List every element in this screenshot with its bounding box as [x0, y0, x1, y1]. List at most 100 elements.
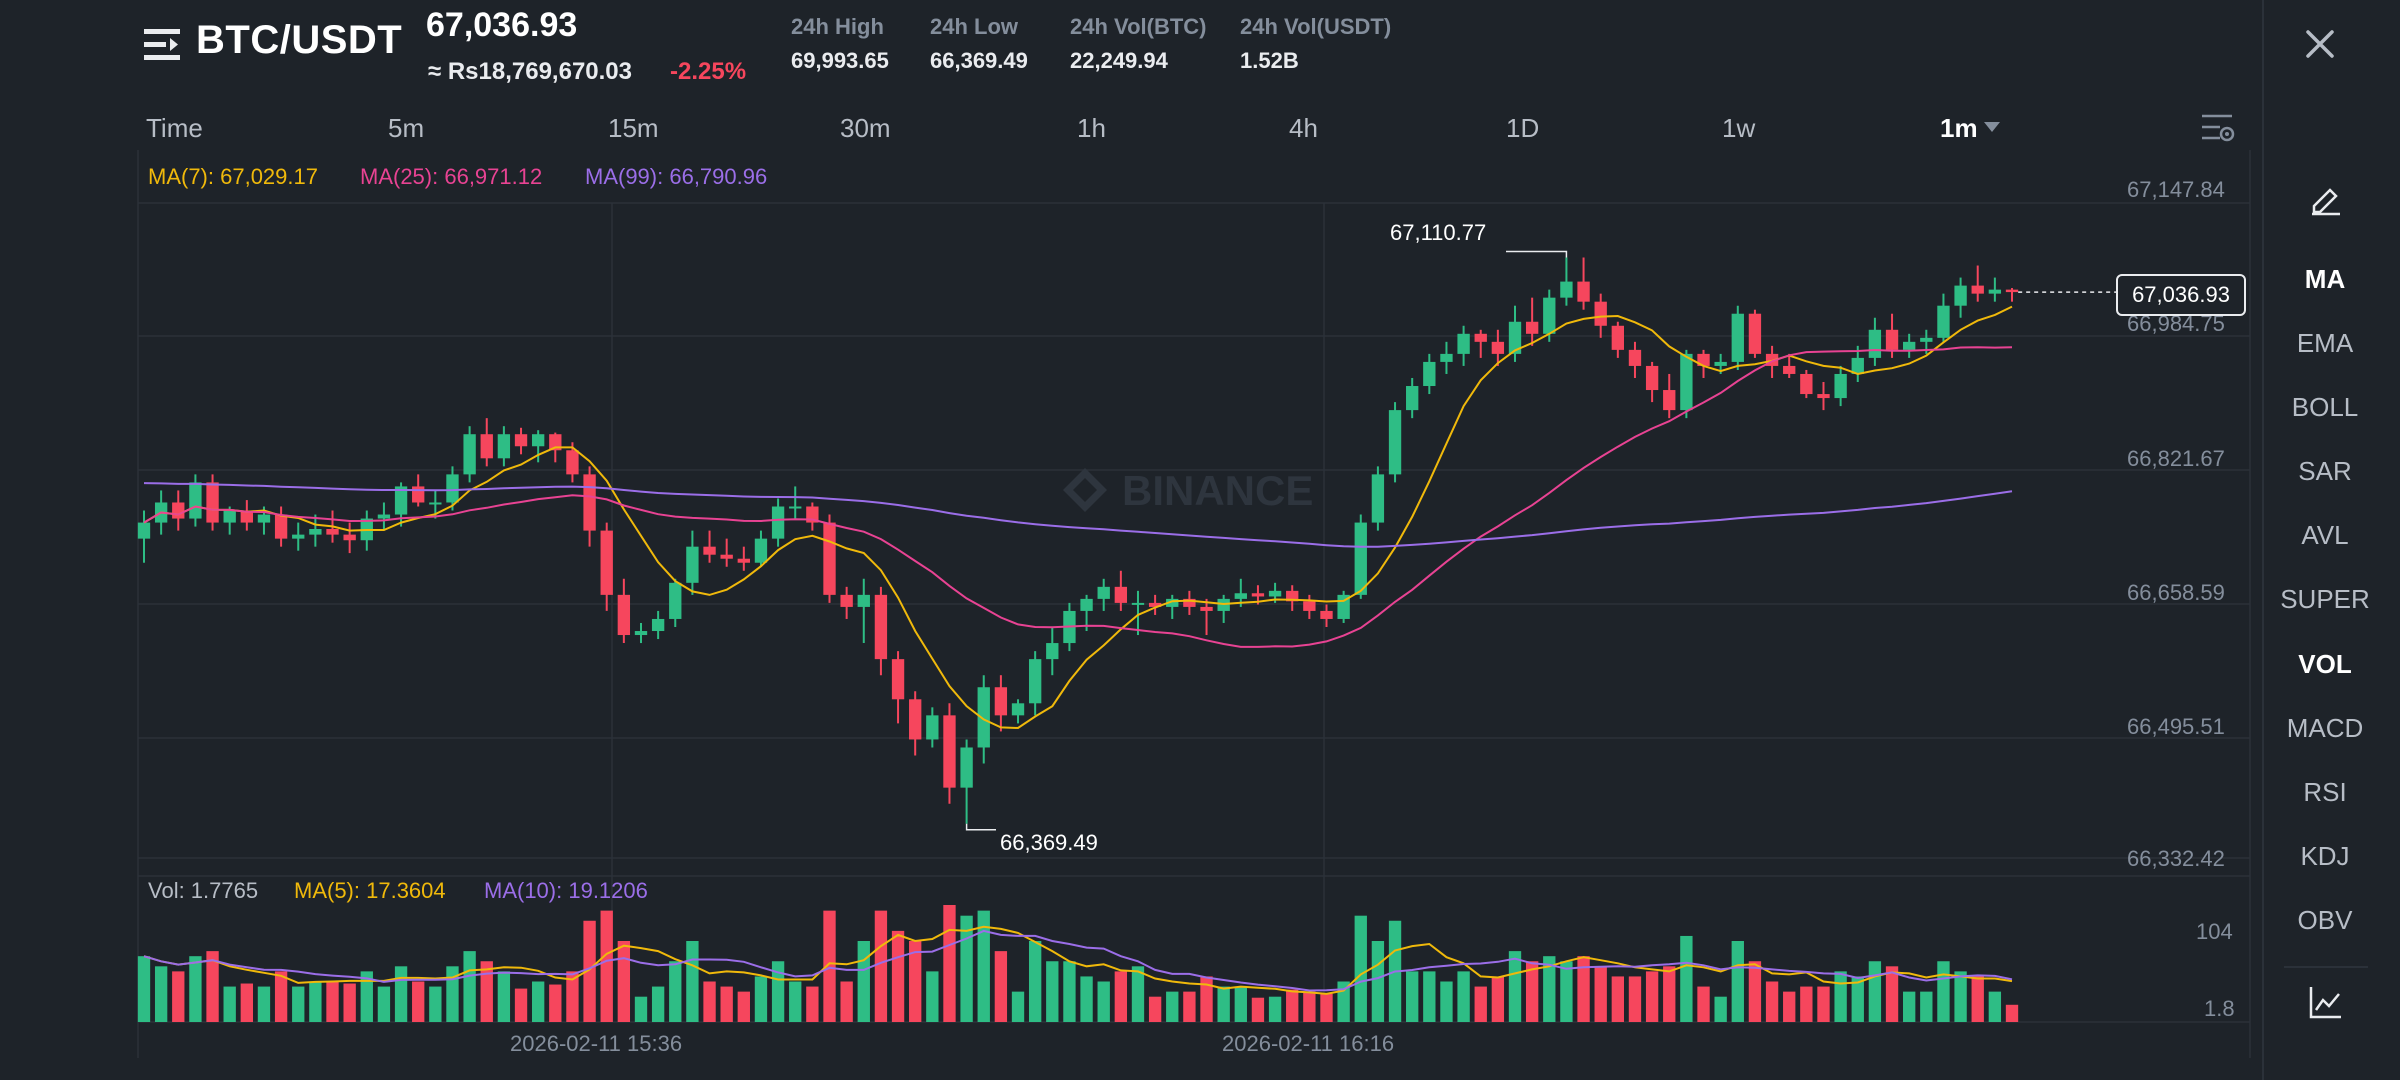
volume-bar: [1543, 956, 1556, 1022]
candle: [189, 482, 202, 519]
chart-type-icon[interactable]: [2308, 984, 2344, 1020]
candle: [326, 528, 339, 535]
stat-24h-high-label: 24h High: [791, 14, 884, 39]
volume-bar: [720, 986, 733, 1022]
volume-bar: [669, 961, 682, 1022]
volume-bar: [274, 971, 288, 1022]
volume-bar: [806, 986, 819, 1022]
candle: [1200, 606, 1213, 611]
time-axis-label: 2026-02-11 16:16: [1222, 1031, 1395, 1056]
close-icon[interactable]: [2300, 24, 2340, 64]
indicator-boll[interactable]: BOLL: [2291, 392, 2359, 422]
volume-bar: [1697, 986, 1710, 1022]
indicator-avl[interactable]: AVL: [2301, 520, 2349, 550]
volume-bar: [771, 961, 785, 1022]
draw-pen-icon[interactable]: [2308, 180, 2344, 216]
price-change: -2.25%: [670, 58, 747, 85]
chart-settings-icon[interactable]: [2200, 110, 2236, 146]
candle: [686, 546, 699, 583]
candle: [960, 747, 973, 788]
timeframe-1d[interactable]: 1D: [1506, 113, 1540, 143]
indicator-ma[interactable]: MA: [2304, 264, 2346, 294]
menu-icon[interactable]: [144, 26, 182, 64]
volume-bar: [1680, 935, 1693, 1022]
candle: [909, 699, 922, 740]
timeframe-30m[interactable]: 30m: [840, 113, 891, 143]
indicator-vol[interactable]: VOL: [2298, 649, 2352, 679]
candle: [1080, 598, 1093, 611]
volume-bar: [1114, 971, 1128, 1022]
candle: [1440, 353, 1453, 362]
timeframe-1w[interactable]: 1w: [1722, 113, 1756, 143]
indicator-rsi[interactable]: RSI: [2303, 777, 2347, 807]
candle: [977, 687, 990, 748]
candle: [497, 434, 511, 459]
candle: [1577, 281, 1590, 302]
indicator-ema[interactable]: EMA: [2296, 328, 2354, 358]
timeframe-1m[interactable]: 1m: [1940, 113, 1978, 143]
candle: [754, 538, 768, 563]
vol-ma10-legend: MA(10): 19.1206: [484, 878, 648, 903]
candle: [2005, 289, 2019, 293]
volume-bar: [549, 984, 562, 1022]
volume-bar: [977, 910, 990, 1022]
current-price-tag: 67,036.93: [2116, 274, 2246, 316]
timeframe-time[interactable]: Time: [146, 113, 203, 143]
toolbar-divider: [2262, 0, 2264, 1080]
candle: [223, 510, 236, 523]
candle: [1131, 602, 1145, 605]
volume-bar: [1903, 991, 1916, 1022]
candle: [1817, 394, 1830, 399]
candle: [943, 715, 956, 788]
volume-bar: [1166, 991, 1179, 1022]
volume-bar: [514, 988, 528, 1022]
indicator-kdj[interactable]: KDJ: [2300, 841, 2350, 871]
volume-bar: [1645, 971, 1659, 1022]
ma7-line: [143, 305, 2013, 730]
time-axis-label: 2026-02-11 15:36: [510, 1031, 683, 1056]
volume-bar: [1011, 991, 1025, 1022]
volume-bar: [1183, 991, 1196, 1022]
volume-bar: [891, 930, 905, 1022]
timeframe-1h[interactable]: 1h: [1077, 113, 1106, 143]
candle: [1406, 386, 1419, 411]
stat-24h-low-label: 24h Low: [930, 14, 1019, 39]
volume-bar: [686, 941, 699, 1022]
candle: [1286, 590, 1299, 602]
pair-title[interactable]: BTC/USDT: [196, 18, 403, 62]
candle: [1046, 643, 1059, 660]
volume-bar: [1268, 996, 1282, 1022]
timeframe-4h[interactable]: 4h: [1289, 113, 1318, 143]
volume-bar: [1885, 966, 1899, 1022]
indicator-super[interactable]: SUPER: [2280, 584, 2370, 614]
fiat-price: ≈ Rs18,769,670.03: [428, 58, 632, 85]
volume-bar: [1834, 971, 1847, 1022]
candle: [1525, 321, 1539, 334]
timeframe-15m[interactable]: 15m: [608, 113, 659, 143]
indicator-obv[interactable]: OBV: [2297, 905, 2353, 935]
volume-bar: [292, 986, 305, 1022]
volume-bar: [789, 981, 802, 1022]
volume-bar: [480, 961, 493, 1022]
volume-bar: [600, 910, 613, 1022]
timeframe-5m[interactable]: 5m: [388, 113, 425, 143]
candle: [1371, 474, 1385, 523]
volume-bar: [394, 966, 408, 1022]
last-price: 67,036.93: [426, 6, 578, 44]
indicator-macd[interactable]: MACD: [2286, 713, 2364, 743]
volume-bar: [1663, 966, 1676, 1022]
price-axis-label: 66,332.42: [2127, 846, 2225, 871]
candle: [1183, 598, 1196, 607]
stat-24h-vol-btc-label: 24h Vol(BTC): [1070, 14, 1207, 39]
candle: [172, 502, 185, 519]
candle: [720, 554, 733, 559]
volume-bar: [189, 956, 202, 1022]
volume-bar: [206, 951, 219, 1022]
volume-bar: [154, 966, 168, 1022]
volume-bar: [737, 991, 750, 1022]
indicator-sar[interactable]: SAR: [2298, 456, 2352, 486]
candle: [703, 546, 716, 555]
chevron-down-icon[interactable]: [1984, 122, 2000, 132]
volume-bar: [1508, 951, 1522, 1022]
